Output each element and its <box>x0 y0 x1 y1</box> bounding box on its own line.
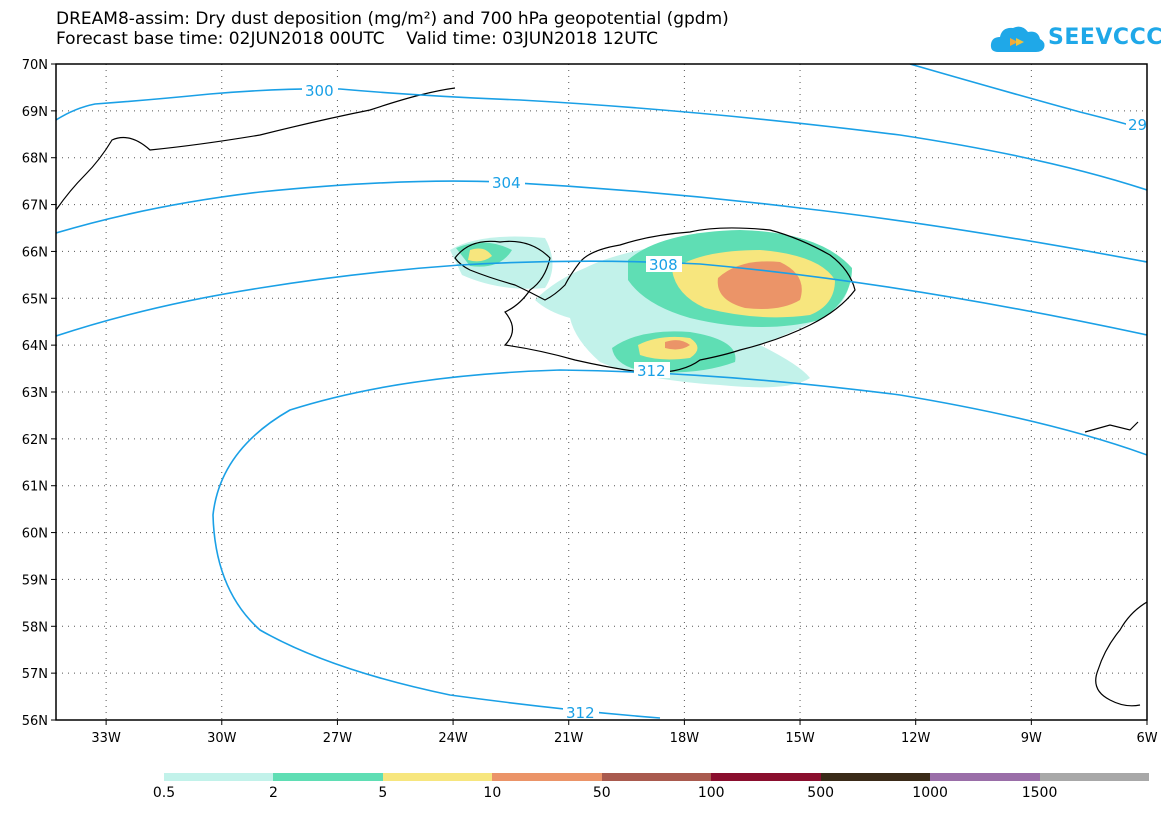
lat-tick-label: 68N <box>22 152 48 167</box>
contour-308 <box>56 260 1147 337</box>
contour-label-304: 304 <box>492 174 521 192</box>
dust-area-5-west <box>468 248 492 262</box>
lon-tick-label: 18W <box>670 731 700 746</box>
seevccc-logo: SEEVCCC <box>990 22 1170 58</box>
lon-tick-label: 6W <box>1136 731 1157 746</box>
lat-tick-label: 65N <box>22 292 48 307</box>
iceland-coast <box>454 227 856 374</box>
lon-tick-label: 27W <box>323 731 353 746</box>
contour-labels: 300 29 304 308 312 312 <box>302 82 1147 722</box>
legend-swatch <box>164 773 274 781</box>
legend-label: 50 <box>592 785 611 801</box>
map-frame <box>55 63 1148 721</box>
lon-tick-label: 24W <box>438 731 468 746</box>
lon-tick-label: 15W <box>785 731 815 746</box>
legend-swatch <box>711 773 821 781</box>
legend-swatch <box>492 773 602 781</box>
legend-label: 1000 <box>912 785 948 801</box>
cloud-icon <box>990 26 1045 52</box>
contour-label-300: 300 <box>305 82 334 100</box>
lat-tick-label: 59N <box>22 573 48 588</box>
scotland-coast <box>1095 601 1147 707</box>
contour-300 <box>56 88 1147 191</box>
map-subtitle: Forecast base time: 02JUN2018 00UTC Vali… <box>56 29 658 49</box>
lat-tick-label: 69N <box>22 105 48 120</box>
map-axes: 33W 30W 27W 24W 21W 18W 15W 12W 9W 6W 70N 69N 68N 67N… <box>22 58 1158 746</box>
contour-label-312-south: 312 <box>566 704 595 722</box>
lon-tick-label: 9W <box>1021 731 1042 746</box>
lat-tick-label: 64N <box>22 339 48 354</box>
contour-312 <box>212 369 1147 719</box>
legend-swatch <box>930 773 1040 781</box>
faroe-islands <box>1084 421 1139 433</box>
lon-tick-label: 12W <box>901 731 931 746</box>
contour-label-308: 308 <box>649 256 678 274</box>
lat-tick-label: 62N <box>22 433 48 448</box>
map-title: DREAM8-assim: Dry dust deposition (mg/m²… <box>56 9 729 29</box>
contour-label-312-north: 312 <box>637 362 666 380</box>
legend-label: 1500 <box>1021 785 1058 801</box>
dust-area-10-south <box>665 340 690 350</box>
legend-label: 5 <box>378 785 388 801</box>
legend-label: 10 <box>483 785 502 801</box>
legend-label: 100 <box>697 785 725 801</box>
lat-tick-label: 57N <box>22 667 48 682</box>
lat-tick-label: 67N <box>22 199 48 214</box>
legend-swatch <box>820 773 931 781</box>
lat-tick-label: 60N <box>22 527 48 542</box>
lat-tick-label: 70N <box>22 58 48 73</box>
lon-tick-label: 21W <box>554 731 584 746</box>
graticule <box>56 64 1147 720</box>
lon-tick-label: 33W <box>91 731 121 746</box>
geopotential-contours <box>56 64 1147 719</box>
lat-tick-label: 63N <box>22 386 48 401</box>
logo-text: SEEVCCC <box>1048 25 1163 50</box>
coastlines <box>56 87 1147 707</box>
lat-tick-label: 61N <box>22 480 48 495</box>
legend-swatch <box>382 773 493 781</box>
contour-304 <box>56 180 1147 263</box>
lon-tick-label: 30W <box>207 731 237 746</box>
legend-label: 0.5 <box>152 785 176 801</box>
lat-tick-label: 56N <box>22 714 48 729</box>
legend-swatch <box>1039 773 1149 781</box>
legend-swatch <box>273 773 383 781</box>
legend-swatch <box>601 773 712 781</box>
legend-label: 2 <box>268 785 278 801</box>
color-legend <box>164 773 1149 781</box>
greenland-coast <box>56 87 456 211</box>
lat-tick-label: 58N <box>22 620 48 635</box>
lat-tick-label: 66N <box>22 245 48 260</box>
dust-deposition-shading <box>450 230 852 388</box>
legend-label: 500 <box>807 785 835 801</box>
contour-296 <box>909 64 1147 131</box>
contour-label-296: 29 <box>1128 116 1147 134</box>
